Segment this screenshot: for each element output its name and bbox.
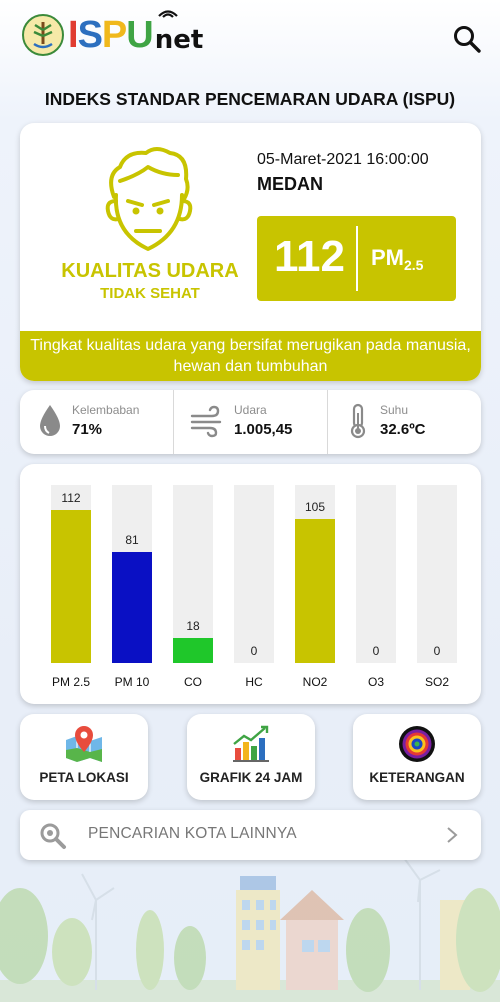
- divider: [173, 390, 174, 454]
- humidity-value: 71%: [72, 421, 103, 438]
- city-name: MEDAN: [257, 174, 323, 194]
- color-target-icon: [399, 726, 435, 762]
- signal-icon: [157, 10, 178, 18]
- bar-label-hc: HC: [245, 675, 263, 689]
- city-search-placeholder: PENCARIAN KOTA LAINNYA: [88, 825, 297, 842]
- bar-label-pm-10: PM 10: [114, 675, 150, 689]
- map-location-label: PETA LOKASI: [39, 770, 129, 785]
- air-pressure-item: Udara 1.005,45: [174, 390, 327, 454]
- temperature-value: 32.6ºC: [380, 421, 426, 438]
- humidity-item: Kelembaban 71%: [20, 390, 173, 454]
- chart-24h-button[interactable]: GRAFIK 24 JAM: [187, 714, 315, 800]
- bar-label-o3: O3: [367, 675, 384, 689]
- aqi-box: 112 PM2.5: [257, 216, 456, 301]
- bar-label-pm-2-5: PM 2.5: [51, 675, 90, 689]
- bar-track-pm-2-5: [51, 485, 91, 663]
- bar-pm-10: [112, 552, 152, 663]
- bar-track-o3: [356, 485, 396, 663]
- bar-track-so2: [417, 485, 457, 663]
- bar-value-so2: 0: [433, 644, 441, 658]
- bar-label-no2: NO2: [302, 675, 328, 689]
- city-search-bar[interactable]: PENCARIAN KOTA LAINNYA: [20, 810, 481, 860]
- quality-category: TIDAK SEHAT: [100, 285, 200, 302]
- bar-value-pm-10: 81: [125, 533, 139, 547]
- legend-info-button[interactable]: KETERANGAN: [353, 714, 481, 800]
- unhealthy-face-icon: [105, 147, 193, 251]
- page-title: INDEKS STANDAR PENCEMARAN UDARA (ISPU): [44, 89, 456, 109]
- bar-co: [173, 638, 213, 663]
- aqi-value: 112: [274, 232, 345, 281]
- thermometer-icon: [350, 403, 366, 439]
- bar-track-co: [173, 485, 213, 663]
- bar-track-no2: [295, 485, 335, 663]
- air-value: 1.005,45: [234, 421, 293, 438]
- chart-24h-label: GRAFIK 24 JAM: [199, 770, 303, 785]
- aqi-divider: [356, 226, 358, 291]
- bar-pm-2-5: [51, 510, 91, 663]
- wind-icon: [190, 405, 222, 438]
- bar-value-co: 18: [186, 619, 200, 633]
- humidity-label: Kelembaban: [72, 403, 140, 417]
- bar-value-no2: 105: [304, 500, 326, 514]
- chevron-right-icon: [447, 827, 458, 843]
- bar-value-pm-2-5: 112: [61, 491, 81, 505]
- bar-track-hc: [234, 485, 274, 663]
- temperature-label: Suhu: [380, 403, 409, 417]
- bar-value-o3: 0: [372, 644, 380, 658]
- search-icon: [40, 823, 66, 849]
- legend-info-label: KETERANGAN: [369, 770, 465, 785]
- bar-label-so2: SO2: [424, 675, 449, 689]
- pollutant-bar-chart: 112 PM 2.5 81 PM 10 18 CO 0 HC 105 NO2 0 O3 0 SO2: [20, 464, 481, 704]
- logo-suffix: net: [154, 25, 204, 55]
- weather-card: Kelembaban 71% Udara 1.005,45 Suhu 32.6º…: [20, 390, 481, 454]
- search-icon[interactable]: [452, 24, 482, 54]
- quality-label: KUALITAS UDARA: [61, 260, 239, 282]
- bar-label-co: CO: [184, 675, 202, 689]
- app-logo: ISPU net: [22, 10, 204, 56]
- quality-description: Tingkat kualitas udara yang bersifat mer…: [20, 331, 481, 381]
- bar-value-hc: 0: [250, 644, 258, 658]
- bar-track-pm-10: [112, 485, 152, 663]
- map-pin-icon: [66, 726, 102, 762]
- app-header: ISPU net: [0, 0, 500, 80]
- divider: [327, 390, 328, 454]
- map-location-button[interactable]: PETA LOKASI: [20, 714, 148, 800]
- bar-no2: [295, 519, 335, 663]
- humidity-drop-icon: [40, 405, 60, 436]
- dominant-pollutant: PM2.5: [371, 245, 424, 273]
- bar-chart-icon: [233, 725, 269, 762]
- air-quality-card: KUALITAS UDARA TIDAK SEHAT 05-Maret-2021…: [20, 123, 481, 381]
- air-label: Udara: [234, 403, 267, 417]
- logo-wordmark: ISPU: [68, 14, 154, 56]
- measurement-datetime: 05-Maret-2021 16:00:00: [257, 151, 429, 168]
- temperature-item: Suhu 32.6ºC: [328, 390, 481, 454]
- emblem-icon: [22, 14, 64, 56]
- city-scenery-illustration: [0, 857, 500, 1002]
